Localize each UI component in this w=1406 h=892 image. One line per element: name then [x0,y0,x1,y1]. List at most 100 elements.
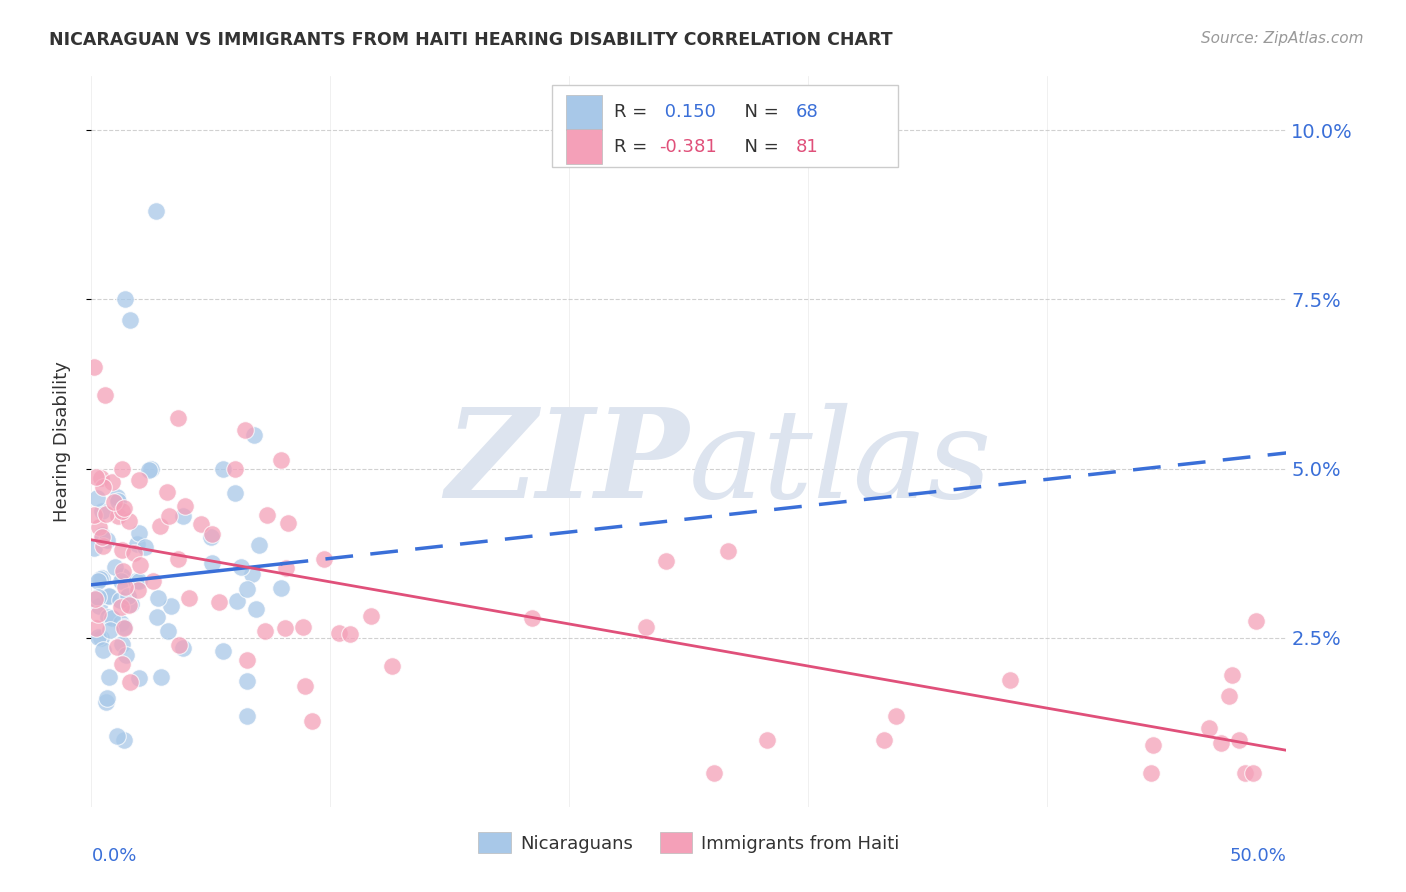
Point [172,641,194,656]
FancyBboxPatch shape [565,95,602,130]
Point [87,574,110,588]
Text: -0.381: -0.381 [659,137,717,156]
Point [87,590,110,604]
Point [84,621,107,635]
Point [97,610,120,624]
Point [128,526,150,541]
Point [247,538,270,552]
Text: 0.0%: 0.0% [91,847,136,865]
Point [112,732,135,747]
Point [146,591,169,606]
Point [104,559,127,574]
Point [142,574,165,588]
Point [87,607,110,622]
Point [200,556,222,570]
Text: R =: R = [613,137,652,156]
Point [90,504,112,518]
Point [1244,614,1267,628]
Point [89,631,111,645]
Point [110,599,132,614]
Point [201,527,224,541]
Text: 68: 68 [796,103,818,121]
Point [190,516,212,531]
Point [110,615,132,630]
Point [120,675,142,690]
Point [111,657,134,671]
Point [128,574,150,589]
Text: 0.150: 0.150 [659,103,716,121]
Point [97,590,120,604]
Point [90,471,112,485]
Point [224,485,246,500]
Point [128,671,150,685]
Point [233,423,256,437]
Point [179,591,201,605]
Legend: Nicaraguans, Immigrants from Haiti: Nicaraguans, Immigrants from Haiti [471,825,907,861]
Point [105,490,128,504]
Point [89,572,111,586]
Point [224,461,246,475]
Text: Source: ZipAtlas.com: Source: ZipAtlas.com [1201,31,1364,46]
Point [89,599,111,613]
Point [127,537,149,551]
Point [83,541,105,556]
Point [110,574,132,588]
Point [91,528,114,542]
Point [96,533,118,548]
Point [101,475,124,489]
Point [128,474,150,488]
Point [381,659,404,673]
Point [87,630,110,644]
Point [94,507,117,521]
Point [97,589,120,603]
Text: N =: N = [733,103,785,121]
Point [236,582,259,596]
Point [86,491,108,505]
Point [129,558,152,573]
Point [118,312,141,326]
Text: R =: R = [613,103,652,121]
Point [125,574,148,589]
Point [294,679,316,693]
Point [160,599,183,613]
Point [1218,689,1240,703]
Point [149,518,172,533]
Point [360,609,382,624]
Point [111,637,134,651]
Point [1241,766,1264,780]
Point [226,593,249,607]
Text: NICARAGUAN VS IMMIGRANTS FROM HAITI HEARING DISABILITY CORRELATION CHART: NICARAGUAN VS IMMIGRANTS FROM HAITI HEAR… [49,31,893,49]
Point [256,508,278,522]
Point [243,427,266,442]
Text: 81: 81 [796,137,818,156]
Point [314,551,336,566]
Point [112,620,135,634]
Point [1233,766,1256,780]
Point [1198,721,1220,735]
Point [112,621,135,635]
Point [339,627,361,641]
Point [91,643,114,657]
Text: N =: N = [733,137,785,156]
Point [146,610,169,624]
Point [1000,673,1022,687]
Point [101,610,124,624]
Point [149,670,172,684]
Point [114,293,136,307]
Point [167,552,190,566]
Text: 50.0%: 50.0% [1230,847,1286,865]
Point [90,571,112,585]
Point [111,564,134,578]
Point [87,520,110,534]
Point [98,624,121,638]
Point [83,508,105,523]
Point [270,581,292,595]
Point [111,462,134,476]
Point [291,620,314,634]
Point [703,766,725,780]
Point [94,695,117,709]
Point [208,595,231,609]
Point [211,644,233,658]
Point [118,514,141,528]
Text: atlas: atlas [689,402,993,524]
